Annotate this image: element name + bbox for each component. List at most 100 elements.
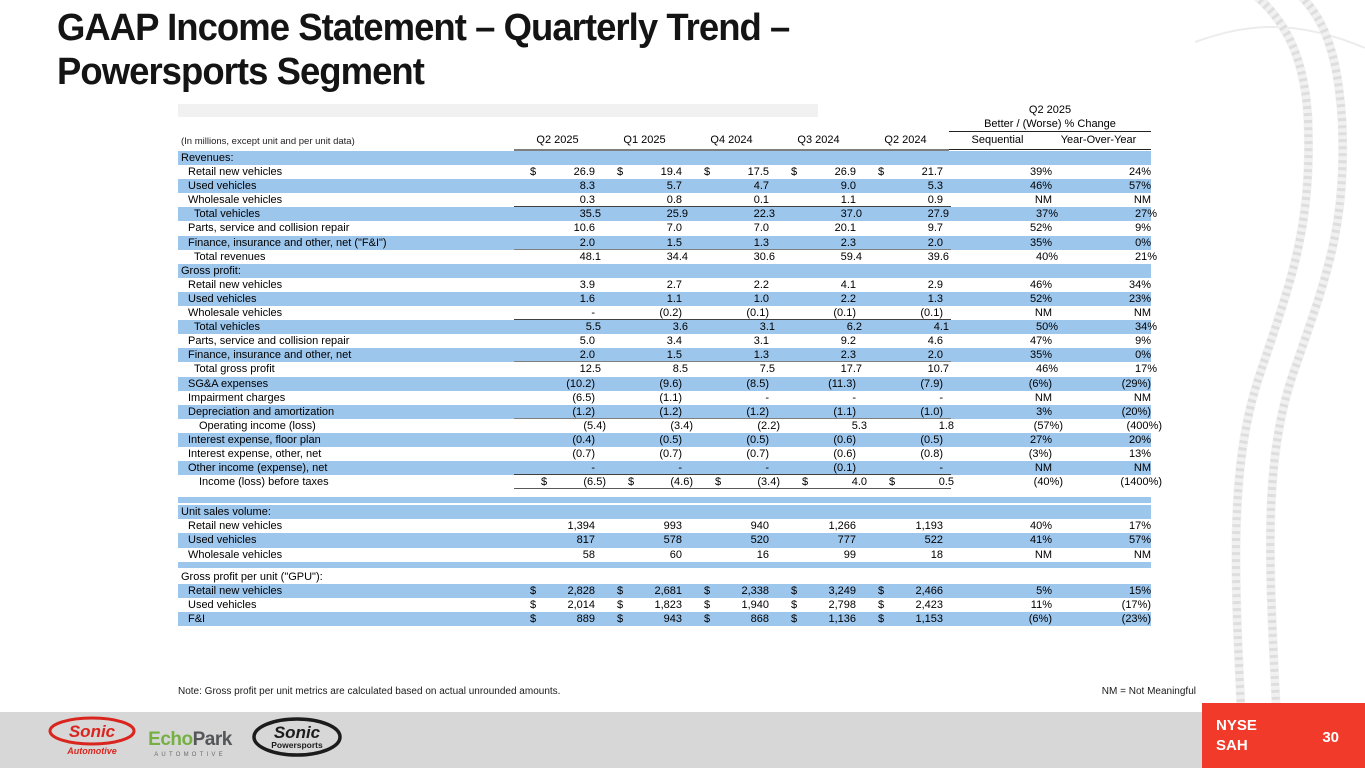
sequential-cell: 35%	[1029, 236, 1052, 249]
row-label: Impairment charges	[188, 391, 286, 404]
yoy-cell: 34%	[1128, 278, 1151, 291]
cell-value: 4.1	[840, 278, 856, 291]
dollar-sign: $	[617, 612, 624, 625]
section-header-row: Gross profit per unit ("GPU"):	[178, 569, 1151, 584]
value-cell: (0.1)	[872, 306, 959, 320]
dollar-sign	[704, 334, 711, 348]
value-cell: (9.6)	[611, 377, 698, 391]
value-cell: 0.1	[698, 193, 785, 207]
table-row: Retail new vehicles 3.9 2.7 2.2 4.1 2.9 46% 34%	[178, 277, 1151, 292]
value-cell: 0.9	[872, 193, 959, 207]
cell-value: -	[765, 462, 769, 475]
value-cell: 1.3	[698, 236, 785, 250]
table-body: Revenues: Retail new vehicles $26.9 $19.4 $1…	[178, 151, 1162, 626]
row-label: Revenues:	[181, 152, 234, 164]
value-cell: $889	[524, 612, 611, 626]
cell-value: 0.1	[753, 194, 769, 207]
sonic-automotive-logo: Sonic Automotive	[48, 716, 136, 756]
value-cell: 2.0	[872, 348, 959, 362]
dollar-sign	[617, 179, 624, 193]
cell-value: 0.3	[579, 194, 595, 207]
table-row: Operating income (loss) (5.4) (3.4) (2.2) 5.…	[178, 418, 1162, 433]
echopark-wordmark-green: Echo	[148, 729, 193, 750]
table-row: Other income (expense), net - - - (0.1) - NM NM	[178, 461, 1151, 476]
cell-value: 1.5	[666, 349, 682, 362]
sequential-cell: NM	[1034, 391, 1052, 404]
dollar-sign: $	[704, 166, 711, 179]
dollar-sign	[530, 533, 537, 547]
column-header-sequential: Sequential	[949, 131, 1046, 150]
cell-value: 12.5	[579, 363, 601, 376]
dollar-sign	[530, 292, 537, 306]
cell-value: (3.4)	[670, 419, 693, 432]
cell-value: 940	[750, 520, 769, 533]
dollar-sign	[878, 179, 885, 193]
value-cell: 39.6	[878, 250, 965, 264]
dollar-sign	[704, 533, 711, 547]
value-cell: $943	[611, 612, 698, 626]
value-cell: $0.5	[883, 475, 970, 489]
echopark-logo: EchoPark AUTOMOTIVE	[140, 729, 240, 758]
value-cell: $1,940	[698, 598, 785, 612]
cell-value: 1,153	[915, 612, 943, 625]
value-cell: 22.3	[704, 207, 791, 221]
cell-value: 4.7	[753, 180, 769, 193]
value-cell: (0.4)	[524, 433, 611, 447]
value-cell: $ (4.6)	[622, 475, 709, 489]
dollar-sign	[617, 292, 624, 306]
sonic-automotive-sub: Automotive	[66, 746, 117, 756]
yoy-cell: 23%	[1128, 292, 1151, 305]
table-row: Impairment charges (6.5) (1.1) - - - NM NM	[178, 390, 1151, 405]
dollar-sign: $	[704, 612, 711, 625]
table-row: Parts, service and collision repair 10.6 7…	[178, 221, 1151, 236]
dollar-sign	[623, 250, 630, 264]
cell-value: (0.1)	[833, 307, 856, 320]
cell-value: (1.0)	[920, 405, 943, 418]
cell-value: -	[765, 391, 769, 404]
value-cell: (1.1)	[785, 405, 872, 419]
cell-value: 943	[663, 612, 682, 625]
dollar-sign	[530, 179, 537, 193]
value-cell: 35.5	[530, 207, 617, 221]
value-cell: (0.1)	[698, 306, 785, 320]
cell-value: 2.0	[927, 236, 943, 249]
dollar-sign	[791, 278, 798, 292]
cell-value: 2.7	[666, 278, 682, 291]
cell-value: 1.1	[840, 194, 856, 207]
row-label: Finance, insurance and other, net	[188, 349, 352, 362]
row-label: Gross profit:	[181, 264, 241, 277]
value-cell: (11.3)	[785, 377, 872, 391]
ticker-exchange: NYSE	[1216, 717, 1257, 734]
dollar-sign	[704, 193, 711, 207]
dollar-sign	[617, 348, 624, 362]
dollar-sign	[704, 348, 711, 362]
value-cell: 12.5	[530, 362, 617, 376]
dollar-sign: $	[878, 612, 885, 625]
dollar-sign	[878, 377, 885, 391]
cell-value: 1,394	[567, 520, 595, 533]
cell-value: (0.7)	[572, 447, 595, 460]
table-row: Used vehicles 8.3 5.7 4.7 9.0 5.3 46% 57%	[178, 179, 1151, 194]
dollar-sign	[530, 193, 537, 207]
value-cell: 1.1	[611, 292, 698, 306]
cell-value: (4.6)	[670, 476, 693, 489]
value-cell: 3.1	[704, 320, 791, 334]
sequential-cell: NM	[1034, 548, 1052, 561]
dollar-sign: $	[715, 476, 722, 489]
value-cell: 5.0	[524, 334, 611, 348]
title-line-1: GAAP Income Statement – Quarterly Trend …	[57, 7, 790, 49]
cell-value: (0.5)	[659, 433, 682, 446]
dollar-sign	[710, 320, 717, 334]
value-cell: 1,193	[872, 519, 959, 533]
value-cell: 777	[785, 533, 872, 547]
page-title: GAAP Income Statement – Quarterly Trend …	[57, 6, 921, 95]
cell-value: 3.9	[579, 278, 595, 291]
cell-value: 5.5	[585, 321, 601, 334]
cell-value: -	[591, 307, 595, 320]
group-header-caption: Better / (Worse) % Change	[949, 117, 1151, 132]
table-row: SG&A expenses (10.2) (9.6) (8.5) (11.3) (7.9)…	[178, 376, 1151, 391]
table-row: Wholesale vehicles 58 60 16 99 18 NM NM	[178, 547, 1151, 562]
cell-value: 1.1	[666, 292, 682, 305]
dollar-sign	[791, 348, 798, 362]
sequential-cell: 39%	[1029, 166, 1052, 179]
